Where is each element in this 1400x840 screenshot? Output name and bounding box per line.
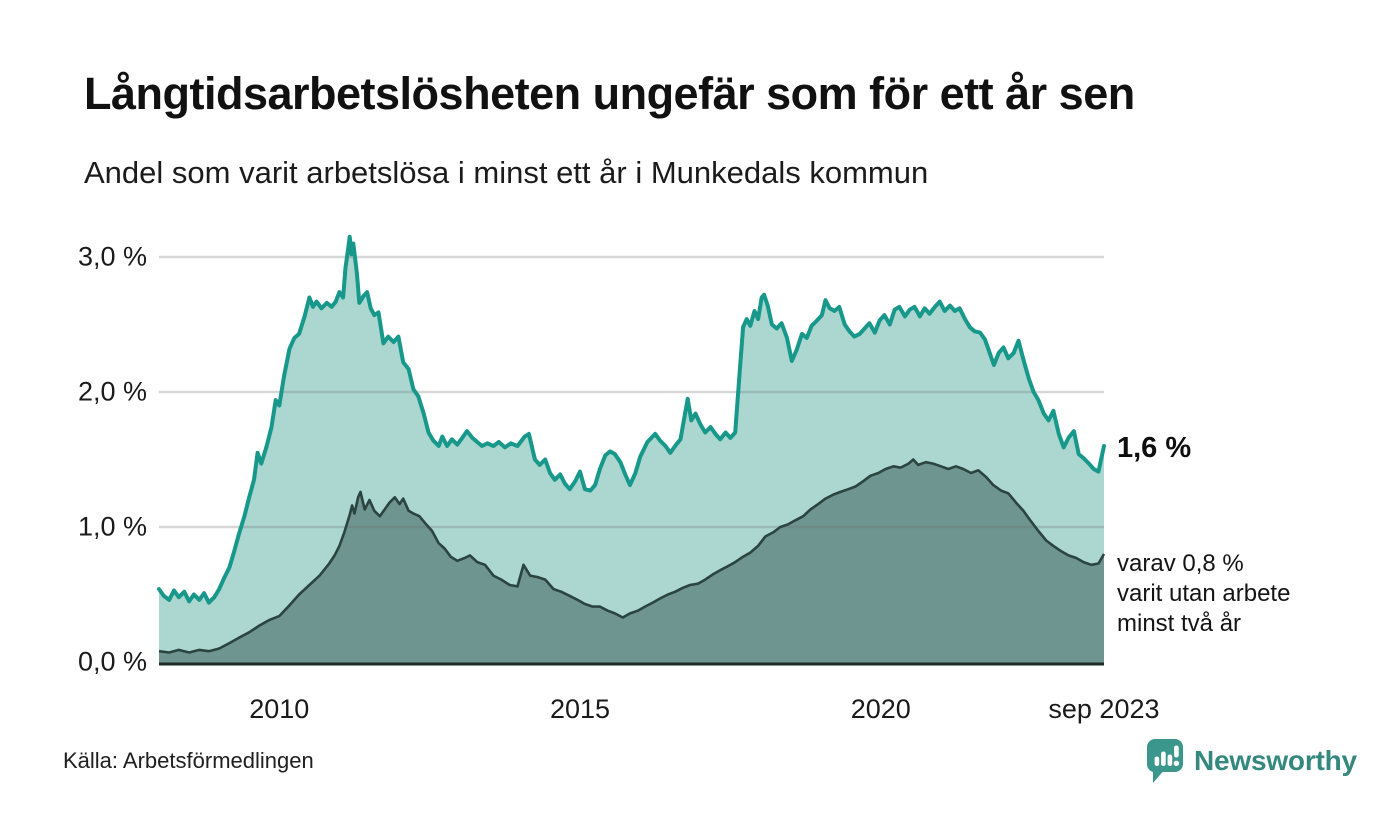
newsworthy-logo: Newsworthy [1146, 738, 1357, 785]
bar-icon-small [1154, 756, 1160, 766]
area-2yr-unemployed [159, 459, 1104, 663]
bar-icon-tall [1161, 751, 1166, 766]
y-tick-label: 3,0 % [77, 241, 147, 272]
newsworthy-wordmark: Newsworthy [1194, 745, 1357, 776]
x-tick-label: 2015 [550, 694, 611, 724]
exclamation-dot-icon [1173, 760, 1180, 766]
line-1yr-unemployed [157, 234, 1106, 605]
exclamation-bar-icon [1174, 745, 1179, 758]
line-2yr-unemployed [158, 458, 1106, 654]
chart-subtitle: Andel som varit arbetslösa i minst ett å… [84, 155, 929, 190]
y-tick-label: 2,0 % [77, 376, 147, 407]
source-caption: Källa: Arbetsförmedlingen [63, 748, 314, 773]
newsworthy-bubble-chart-icon [1147, 739, 1183, 783]
secondary-annotation: varav 0,8 % varit utan arbete minst två … [1117, 550, 1291, 637]
latest-value-annotation: 1,6 % [1117, 432, 1192, 464]
y-tick-label: 1,0 % [77, 511, 147, 542]
x-tick-label: 2020 [850, 694, 911, 724]
y-tick-label: 0,0 % [77, 646, 147, 677]
bar-icon-medium [1167, 754, 1173, 766]
chart-title: Långtidsarbetslösheten ungefär som för e… [84, 68, 1135, 119]
x-tick-label: 2010 [249, 694, 310, 724]
x-tick-label: sep 2023 [1048, 694, 1160, 724]
